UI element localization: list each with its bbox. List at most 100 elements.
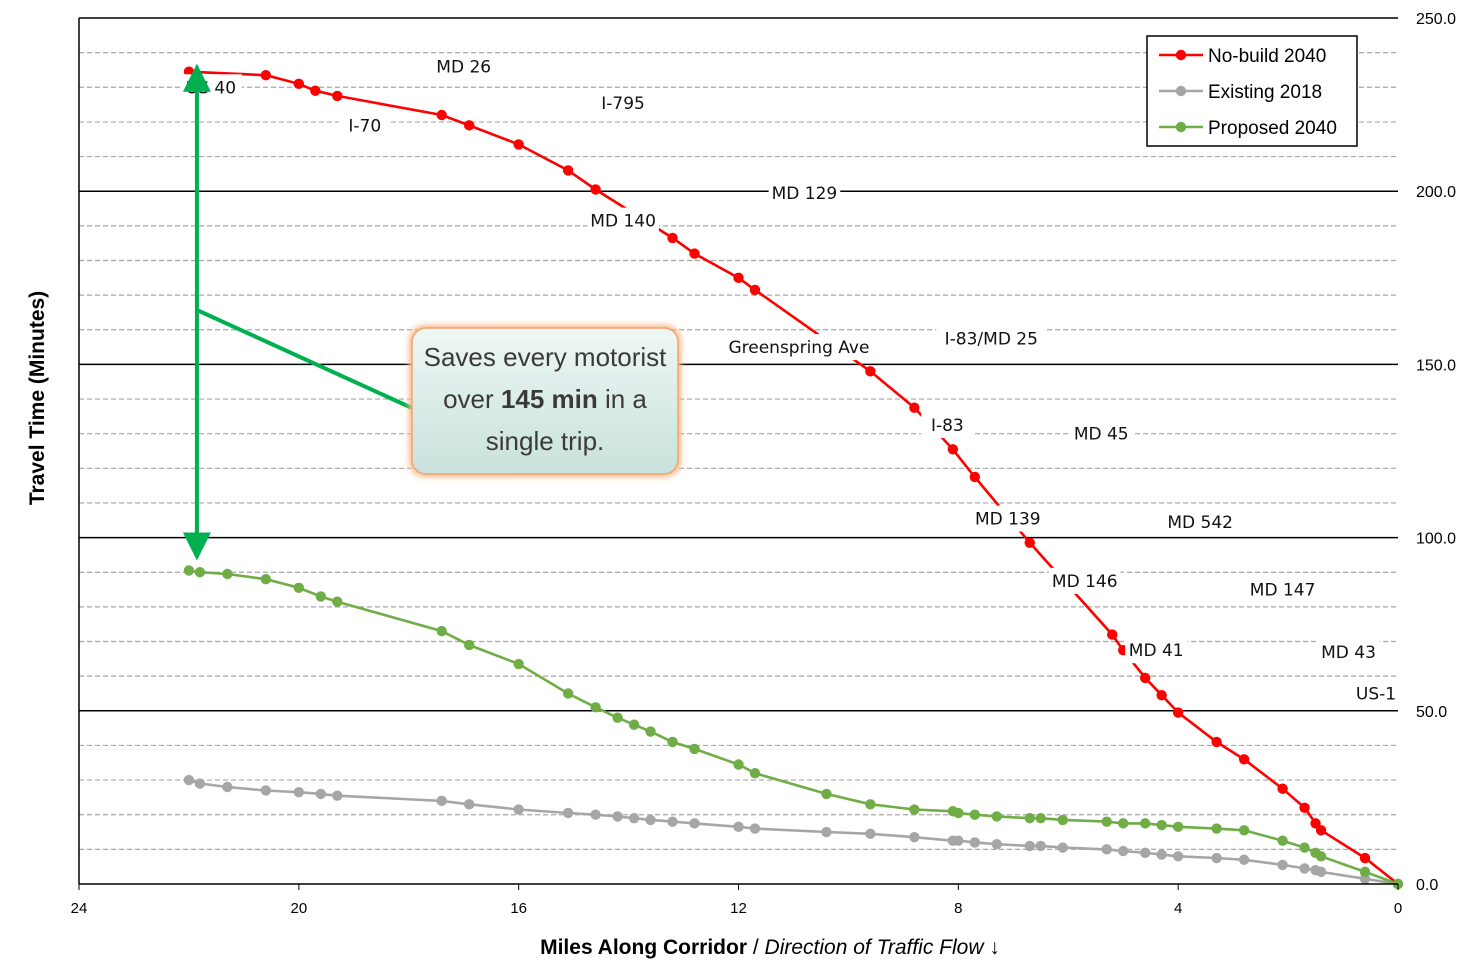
data-point: [612, 712, 623, 723]
road-label-text: MD 45: [1074, 425, 1129, 445]
axes: 0.0 50.0 100.0 150.0 200.0 250.0 24 20 16 12 8 4 0 Tr…: [26, 11, 1456, 959]
callout-line: single trip.: [486, 426, 605, 456]
callout-line: over 145 min in a: [443, 384, 647, 414]
road-label-bg: [1048, 567, 1121, 594]
savings-annotation: Saves every motorist over 145 min in a sin…: [182, 63, 681, 561]
y-tick-label: 150.0: [1416, 357, 1456, 374]
data-point: [1211, 852, 1222, 864]
data-point: [222, 781, 233, 793]
y-tick-label: 100.0: [1416, 531, 1456, 548]
data-point: [991, 838, 1003, 850]
data-point: [293, 78, 305, 90]
data-point: [1238, 825, 1250, 836]
road-label-greenspring-ave: Greenspring Ave: [719, 334, 878, 361]
x-axis-title-bold: Miles Along Corridor: [540, 936, 747, 959]
x-tick-label: 0: [1394, 900, 1402, 917]
road-label-bg: [768, 179, 841, 206]
data-point: [645, 726, 656, 737]
legend-item-proposed-2040: Proposed 2040: [1159, 118, 1337, 139]
data-point: [1035, 840, 1046, 852]
data-point: [1024, 812, 1035, 824]
data-point: [513, 804, 524, 815]
data-point: [1359, 852, 1371, 864]
x-axis-title-italic: Direction of Traffic Flow: [765, 936, 986, 959]
x-axis-title-sep: /: [747, 936, 765, 959]
x-tick-label: 20: [290, 900, 307, 917]
road-label-text: I-83: [931, 416, 964, 436]
data-point: [947, 444, 959, 455]
data-point: [612, 811, 623, 822]
road-label-md-147: MD 147: [1246, 576, 1319, 603]
data-point: [513, 139, 524, 150]
data-point: [260, 785, 272, 796]
legend-item-no-build-2040: No-build 2040: [1159, 46, 1326, 67]
callout-bold-text: 145 min: [501, 384, 598, 414]
y-tick-label: 250.0: [1416, 11, 1456, 28]
data-point: [1107, 629, 1118, 640]
road-label-text: I-70: [348, 116, 381, 136]
callout-text-segment: Saves every motorist: [424, 342, 668, 372]
callout-text-segment: in a: [598, 384, 648, 414]
data-point: [991, 811, 1003, 822]
x-axis-title: Miles Along Corridor / Direction of Traf…: [540, 936, 1000, 959]
data-point: [332, 90, 343, 102]
road-label-i-70: I-70: [338, 112, 391, 139]
data-point: [1101, 844, 1112, 855]
road-label-i-83: I-83: [921, 412, 974, 439]
data-point: [183, 774, 195, 786]
road-label-md-140: MD 140: [587, 207, 659, 234]
data-point: [1118, 818, 1129, 829]
data-point: [562, 688, 574, 699]
data-point: [464, 639, 475, 651]
series-line: [188, 569, 1399, 886]
y-tick-label: 50.0: [1416, 704, 1447, 721]
road-label-text: MD 43: [1321, 643, 1376, 663]
data-point: [1299, 863, 1310, 874]
data-point: [953, 835, 964, 846]
road-label-bg: [1070, 420, 1133, 447]
data-point: [749, 767, 761, 779]
data-point: [1211, 736, 1222, 748]
data-point: [1359, 866, 1371, 878]
data-point: [628, 719, 640, 730]
road-label-i-795: I-795: [592, 89, 655, 116]
road-label-bg: [1164, 509, 1236, 536]
x-tick-label: 12: [730, 900, 747, 917]
road-label-text: I-83/MD 25: [945, 329, 1038, 349]
data-point: [260, 573, 272, 585]
data-point: [1238, 854, 1250, 865]
data-point: [293, 787, 305, 798]
road-label-text: MD 41: [1129, 641, 1184, 661]
road-label-md-542: MD 542: [1164, 509, 1236, 536]
road-label-md-45: MD 45: [1070, 420, 1133, 447]
data-point: [194, 778, 206, 789]
data-point: [1156, 819, 1167, 831]
data-point: [1211, 823, 1222, 834]
y-tick-label: 0.0: [1416, 877, 1438, 894]
data-point: [315, 788, 327, 800]
data-point: [689, 818, 700, 829]
data-point: [464, 799, 475, 810]
data-point: [733, 272, 744, 283]
data-point: [1238, 754, 1250, 765]
data-point: [1172, 851, 1184, 862]
road-label-md-43: MD 43: [1317, 638, 1380, 665]
legend-label: Proposed 2040: [1208, 118, 1337, 139]
data-point: [821, 788, 832, 800]
legend: No-build 2040 Existing 2018 Proposed 2040: [1146, 35, 1358, 147]
data-point: [749, 823, 761, 834]
road-label-bg: [1125, 637, 1188, 664]
data-point: [969, 471, 981, 483]
road-label-bg: [587, 207, 659, 234]
road-label-bg: [936, 325, 1047, 352]
data-point: [1315, 825, 1327, 836]
road-label-text: MD 147: [1250, 581, 1316, 601]
road-label-bg: [432, 53, 495, 80]
x-tick-label: 24: [71, 900, 88, 917]
data-point: [969, 837, 981, 848]
data-point: [332, 596, 343, 607]
road-label-md-26: MD 26: [432, 53, 495, 80]
series-proposed-2040: [183, 565, 1404, 890]
road-label-text: MD 140: [590, 212, 656, 232]
legend-label: No-build 2040: [1208, 46, 1326, 67]
